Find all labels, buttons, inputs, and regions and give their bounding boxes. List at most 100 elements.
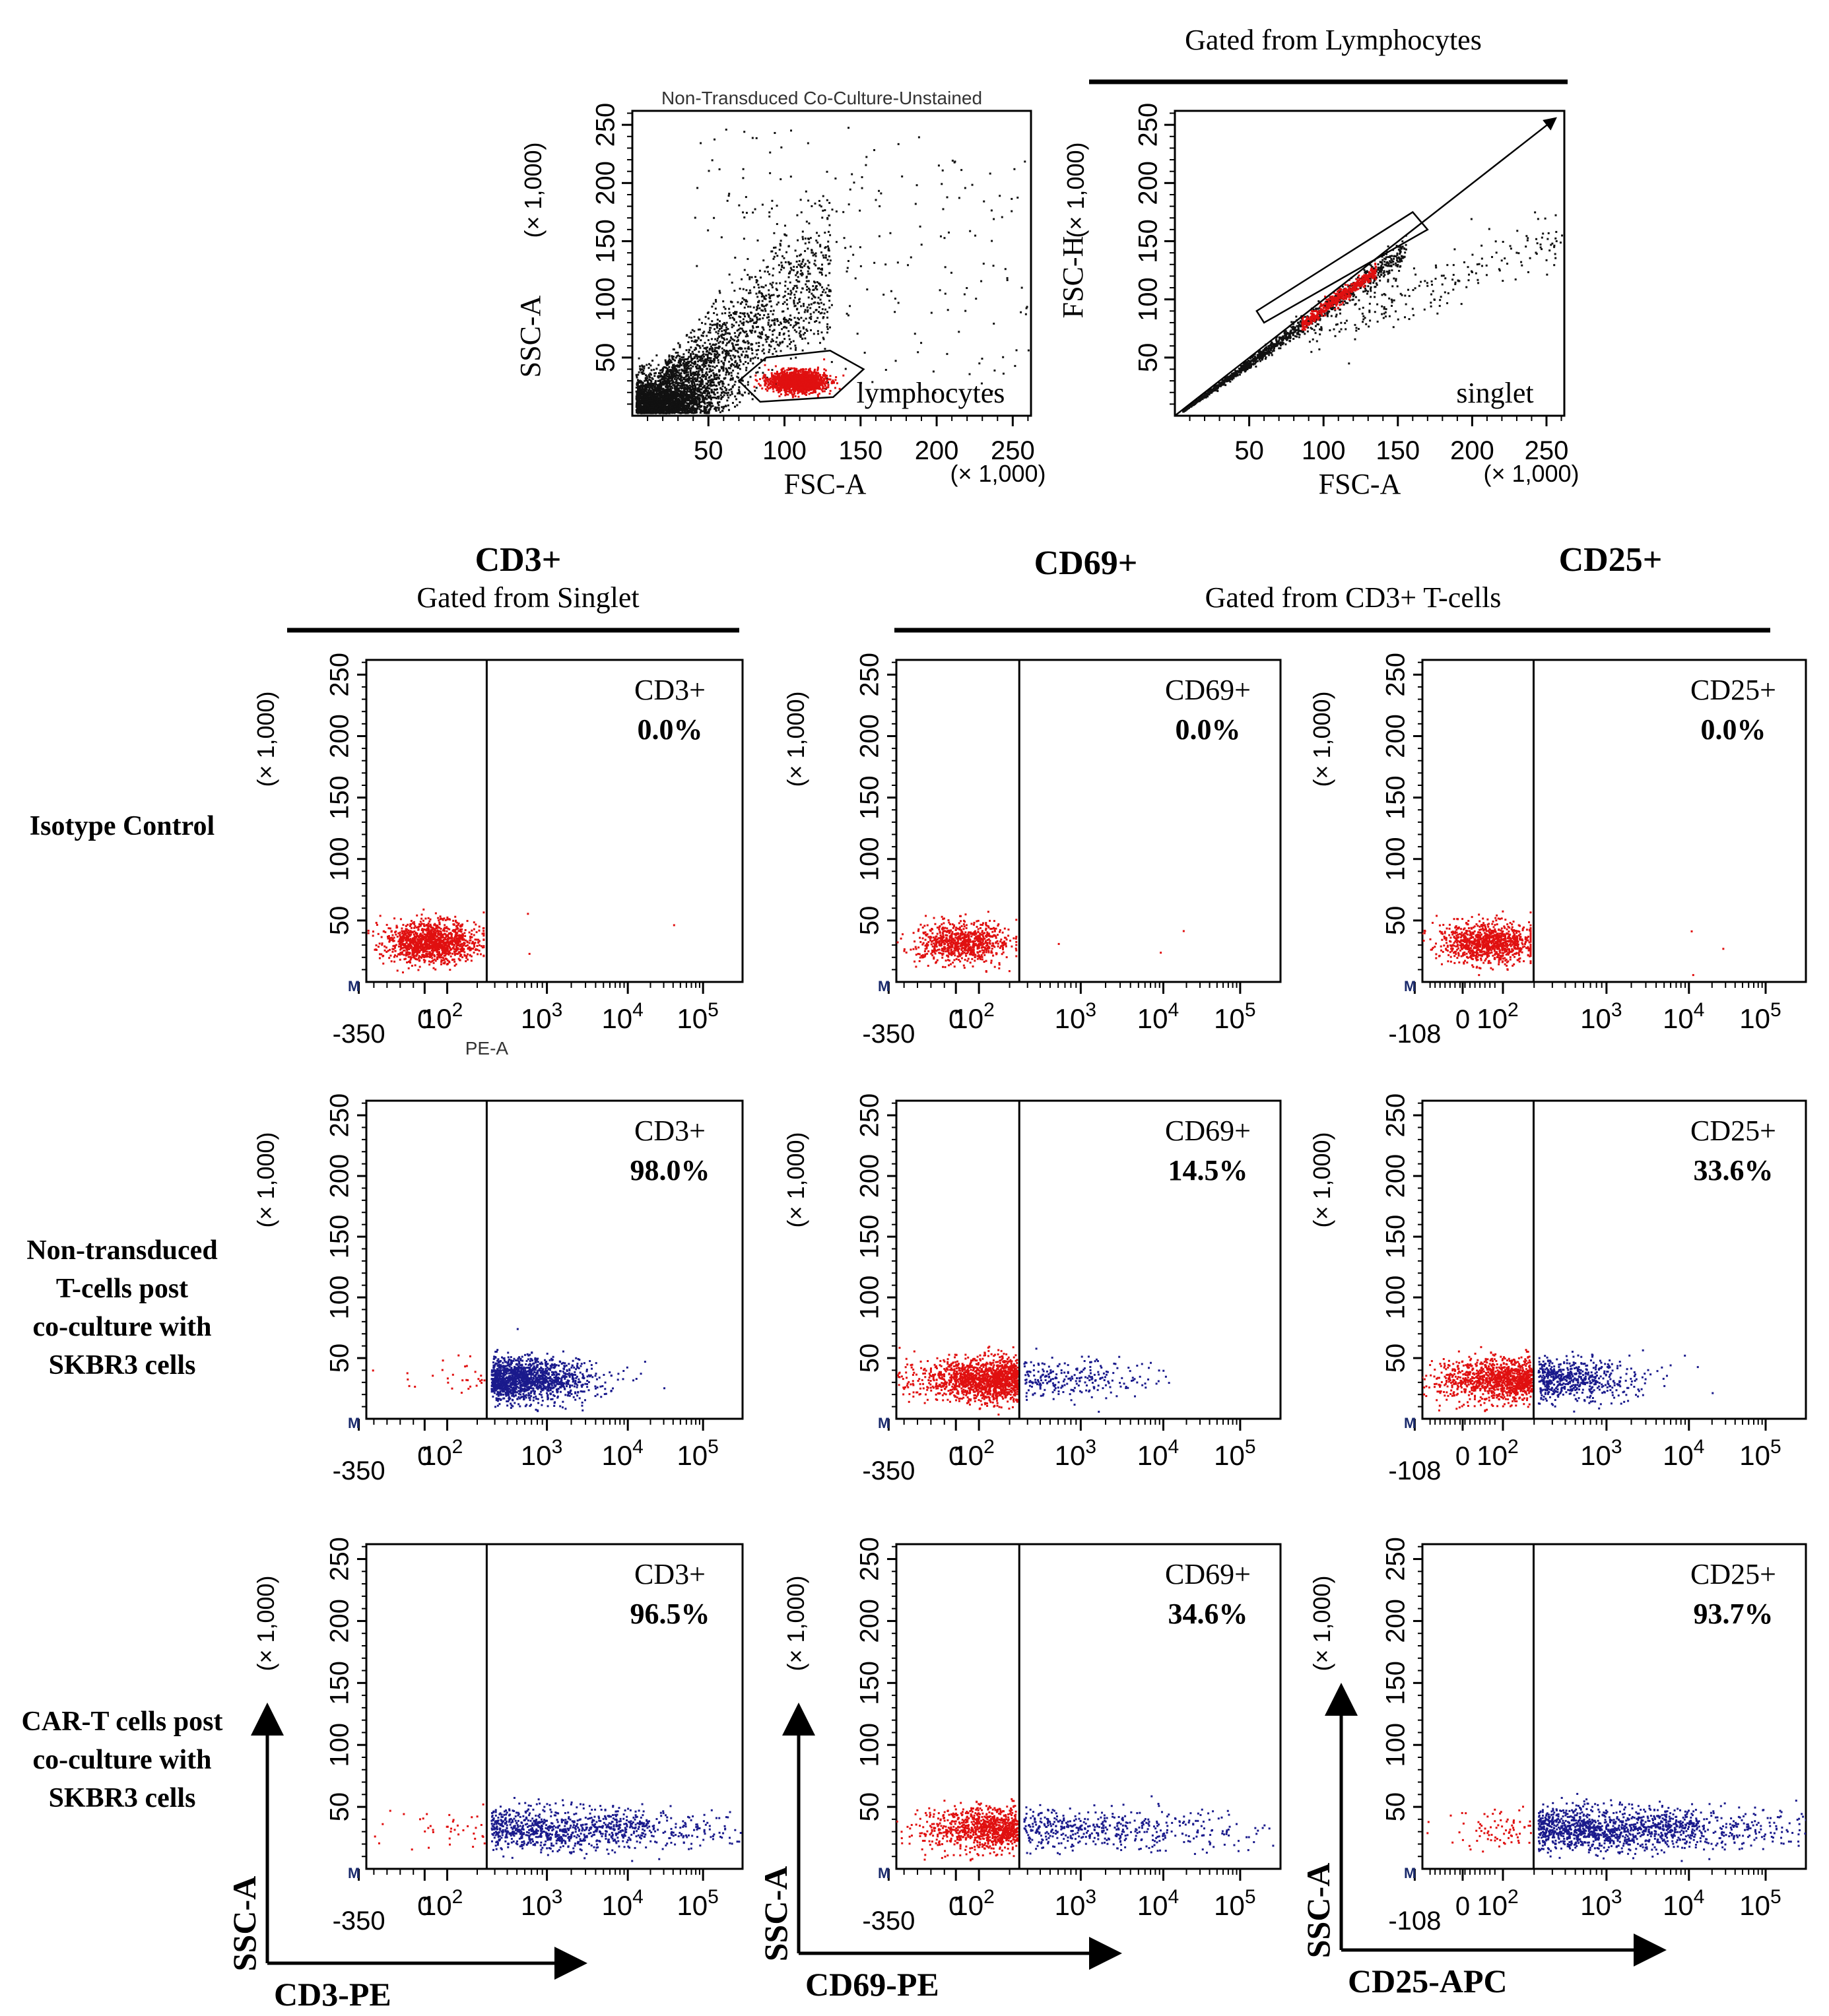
event-dot — [669, 369, 672, 372]
event-dot — [739, 358, 741, 361]
event-dot — [693, 400, 696, 403]
event-dot — [710, 353, 713, 356]
event-dot — [714, 352, 716, 355]
event-dot — [719, 381, 721, 383]
event-dot — [793, 329, 796, 331]
event-dot — [820, 302, 822, 304]
event-dot — [692, 352, 694, 355]
event-dot — [1015, 349, 1018, 352]
event-dot — [719, 341, 721, 343]
event-dot — [796, 272, 799, 275]
event-dot — [646, 394, 649, 397]
event-dot — [666, 408, 669, 410]
event-dot — [820, 271, 822, 274]
event-dot — [699, 376, 702, 379]
event-dot — [768, 325, 771, 328]
event-dot — [753, 286, 756, 288]
gated-event-dot — [816, 366, 819, 369]
event-dot — [668, 375, 671, 378]
event-dot — [795, 290, 797, 293]
top-left-stray-title: Non-Transduced Co-Culture-Unstained — [661, 88, 982, 108]
event-dot — [767, 323, 770, 326]
event-dot — [704, 358, 706, 361]
event-dot — [712, 391, 715, 394]
event-dot — [658, 394, 661, 397]
event-dot — [809, 313, 812, 315]
event-dot — [743, 341, 746, 344]
event-dot — [642, 366, 644, 368]
event-dot — [668, 381, 671, 383]
event-dot — [727, 383, 730, 386]
event-dot — [741, 297, 744, 300]
event-dot — [865, 164, 867, 166]
event-dot — [721, 385, 724, 387]
event-dot — [668, 385, 671, 387]
event-dot — [683, 388, 686, 391]
event-dot — [691, 397, 694, 399]
event-dot — [769, 151, 772, 154]
gated-event-dot — [800, 389, 803, 391]
event-dot — [747, 335, 749, 337]
event-dot — [774, 246, 777, 249]
event-dot — [772, 257, 775, 260]
event-dot — [655, 399, 658, 401]
event-dot — [772, 333, 774, 336]
event-dot — [738, 204, 741, 207]
event-dot — [637, 388, 640, 391]
event-dot — [713, 388, 715, 391]
event-dot — [744, 356, 747, 358]
event-dot — [787, 319, 789, 322]
event-dot — [805, 280, 808, 282]
event-dot — [743, 313, 745, 315]
event-dot — [647, 389, 649, 391]
event-dot — [718, 401, 721, 403]
event-dot — [729, 354, 732, 357]
event-dot — [723, 359, 726, 362]
event-dot — [757, 348, 760, 351]
event-dot — [676, 410, 679, 412]
event-dot — [700, 355, 703, 358]
event-dot — [736, 329, 739, 332]
gated-event-dot — [770, 372, 773, 374]
event-dot — [651, 392, 654, 395]
event-dot — [732, 305, 735, 308]
event-dot — [816, 281, 818, 284]
event-dot — [724, 350, 727, 352]
event-dot — [672, 371, 675, 374]
event-dot — [667, 368, 669, 371]
event-dot — [681, 406, 684, 408]
event-dot — [771, 319, 774, 322]
event-dot — [731, 363, 733, 366]
event-dot — [768, 351, 770, 354]
event-dot — [702, 360, 704, 362]
event-dot — [787, 292, 789, 295]
event-dot — [714, 138, 716, 141]
event-dot — [726, 332, 729, 335]
event-dot — [808, 261, 811, 264]
event-dot — [637, 389, 640, 391]
event-dot — [807, 342, 809, 344]
event-dot — [1002, 356, 1005, 358]
event-dot — [649, 408, 652, 411]
event-dot — [799, 253, 802, 256]
event-dot — [772, 294, 775, 296]
event-dot — [691, 405, 694, 408]
event-dot — [756, 357, 759, 360]
event-dot — [743, 216, 746, 218]
event-dot — [789, 324, 792, 327]
event-dot — [691, 407, 694, 410]
event-dot — [821, 263, 824, 266]
event-dot — [655, 402, 657, 405]
event-dot — [729, 339, 731, 342]
event-dot — [642, 410, 644, 412]
event-dot — [915, 184, 918, 187]
event-dot — [805, 190, 807, 193]
event-dot — [644, 385, 647, 387]
event-dot — [702, 353, 705, 356]
event-dot — [648, 411, 651, 414]
event-dot — [639, 406, 642, 409]
x-multiplier: (× 1,000) — [950, 460, 1046, 487]
event-dot — [675, 380, 677, 383]
event-dot — [873, 261, 876, 264]
event-dot — [812, 294, 815, 297]
